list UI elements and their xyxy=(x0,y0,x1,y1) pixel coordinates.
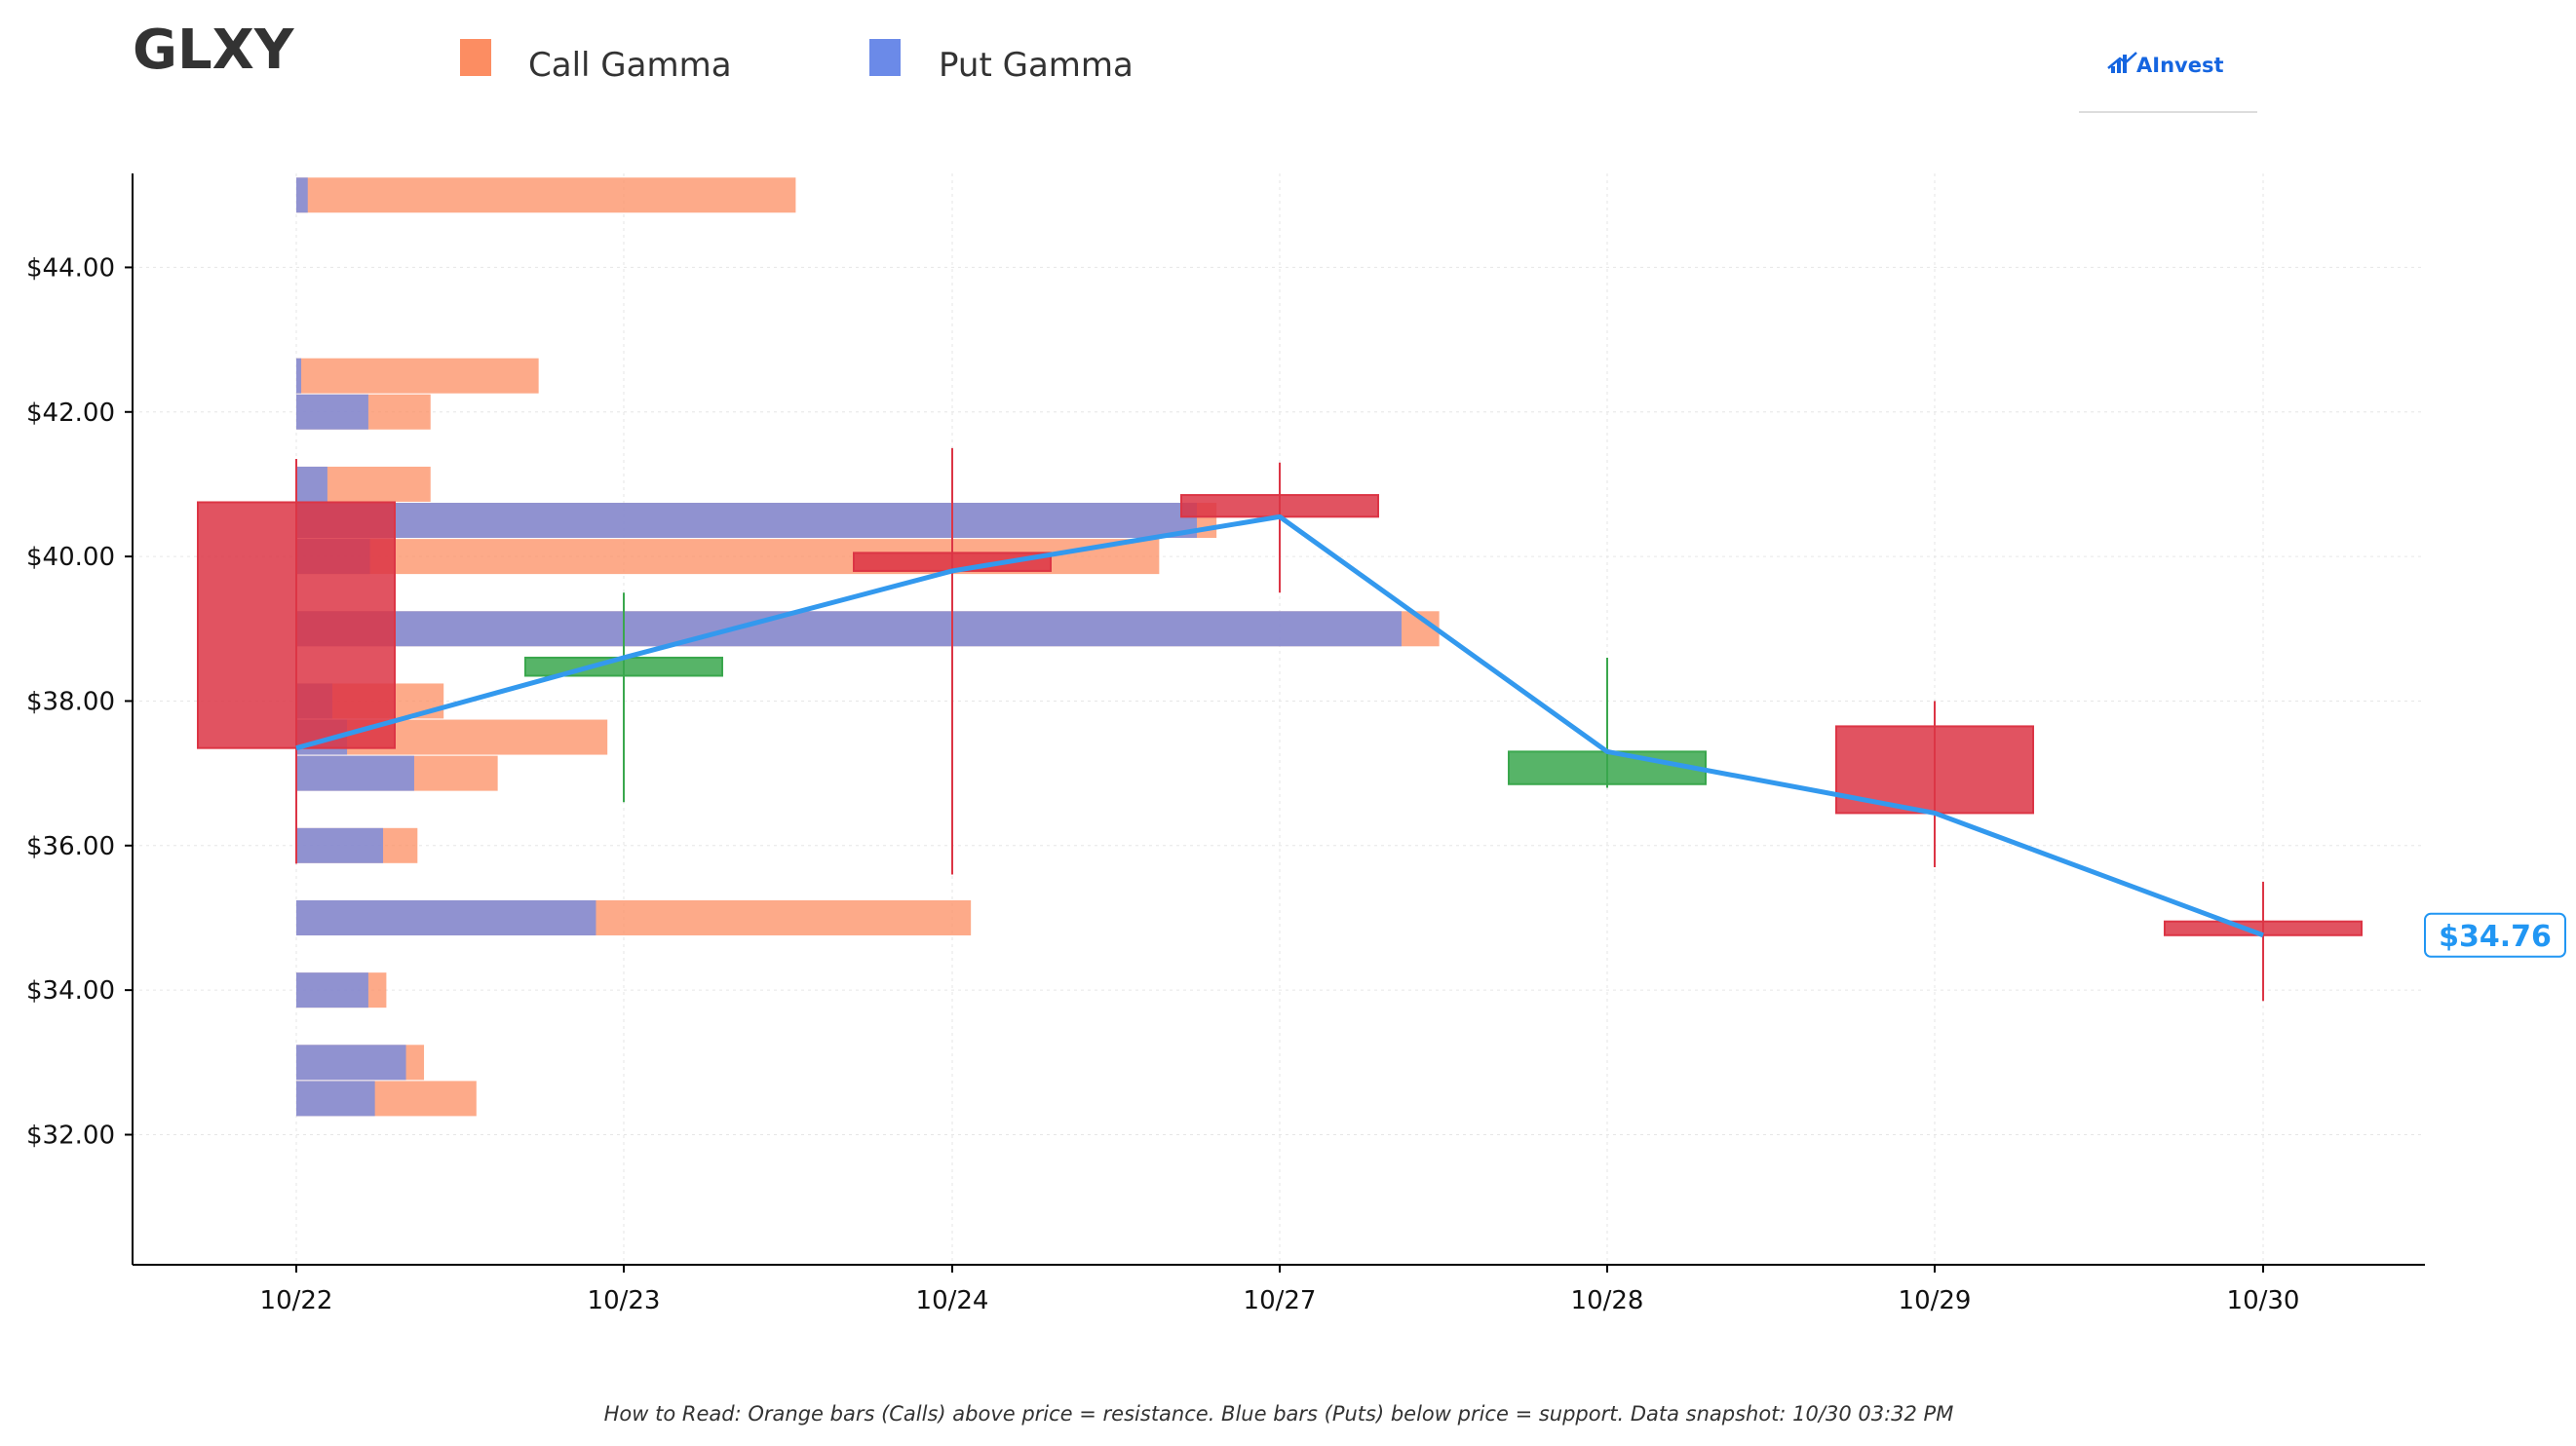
put-gamma-bar xyxy=(296,899,596,935)
y-tick-label: $42.00 xyxy=(26,399,115,428)
x-tick-label: 10/27 xyxy=(1244,1286,1317,1315)
last-price-badge-box xyxy=(2424,912,2566,958)
candle-body xyxy=(1508,750,1707,785)
x-tick-label: 10/22 xyxy=(260,1286,333,1315)
put-gamma-bar xyxy=(296,466,327,502)
bar-chart-logo-icon xyxy=(2107,52,2137,73)
y-tick-label: $38.00 xyxy=(26,687,115,716)
ainvest-logo: AInvest xyxy=(2079,52,2257,113)
put-gamma-bar xyxy=(296,827,384,863)
candle-body xyxy=(524,656,723,677)
close-price-polyline xyxy=(295,514,2264,938)
how-to-read-note: How to Read: Orange bars (Calls) above p… xyxy=(604,1402,1954,1426)
put-gamma-bar xyxy=(296,394,368,430)
put-gamma-bar xyxy=(296,611,1402,647)
call-gamma-bar xyxy=(296,358,539,394)
y-tick-label: $34.00 xyxy=(26,976,115,1006)
x-tick-label: 10/29 xyxy=(1899,1286,1972,1315)
y-tick-label: $44.00 xyxy=(26,253,115,283)
close-price-line xyxy=(295,514,2264,938)
y-tick-label: $32.00 xyxy=(26,1121,115,1150)
put-gamma-legend-label: Put Gamma xyxy=(939,46,1134,85)
legend: Call Gamma Put Gamma xyxy=(460,39,1134,85)
last-price-badge: $34.76 xyxy=(2424,912,2566,958)
last-price-label: $34.76 xyxy=(2439,920,2552,954)
x-tick-label: 10/30 xyxy=(2227,1286,2300,1315)
x-tick-label: 10/28 xyxy=(1571,1286,1644,1315)
call-gamma-legend-label: Call Gamma xyxy=(528,46,732,85)
candlesticks xyxy=(197,447,2363,1002)
logo-text: AInvest xyxy=(2136,54,2224,77)
put-gamma-bar xyxy=(296,755,414,791)
put-gamma-bar xyxy=(296,1081,375,1117)
put-gamma-bar xyxy=(296,177,308,213)
x-tick-label: 10/23 xyxy=(588,1286,661,1315)
x-tick-label: 10/24 xyxy=(916,1286,989,1315)
y-tick-label: $36.00 xyxy=(26,832,115,861)
candle-body xyxy=(197,501,396,749)
put-gamma-legend-swatch xyxy=(869,39,901,76)
put-gamma-bar xyxy=(296,358,302,394)
put-gamma-bar xyxy=(296,972,368,1008)
call-gamma-bar xyxy=(296,177,796,213)
call-gamma-legend-swatch xyxy=(460,39,491,76)
y-tick-label: $40.00 xyxy=(26,543,115,572)
candle-body xyxy=(1180,494,1379,518)
axes: $32.00 $34.00 $36.00 $38.00 $40.00 $42.00 $44.… xyxy=(26,173,2425,1315)
put-gamma-bar xyxy=(296,1045,406,1081)
put-gamma-bar xyxy=(296,503,1197,539)
ticker-title: GLXY xyxy=(133,19,295,82)
